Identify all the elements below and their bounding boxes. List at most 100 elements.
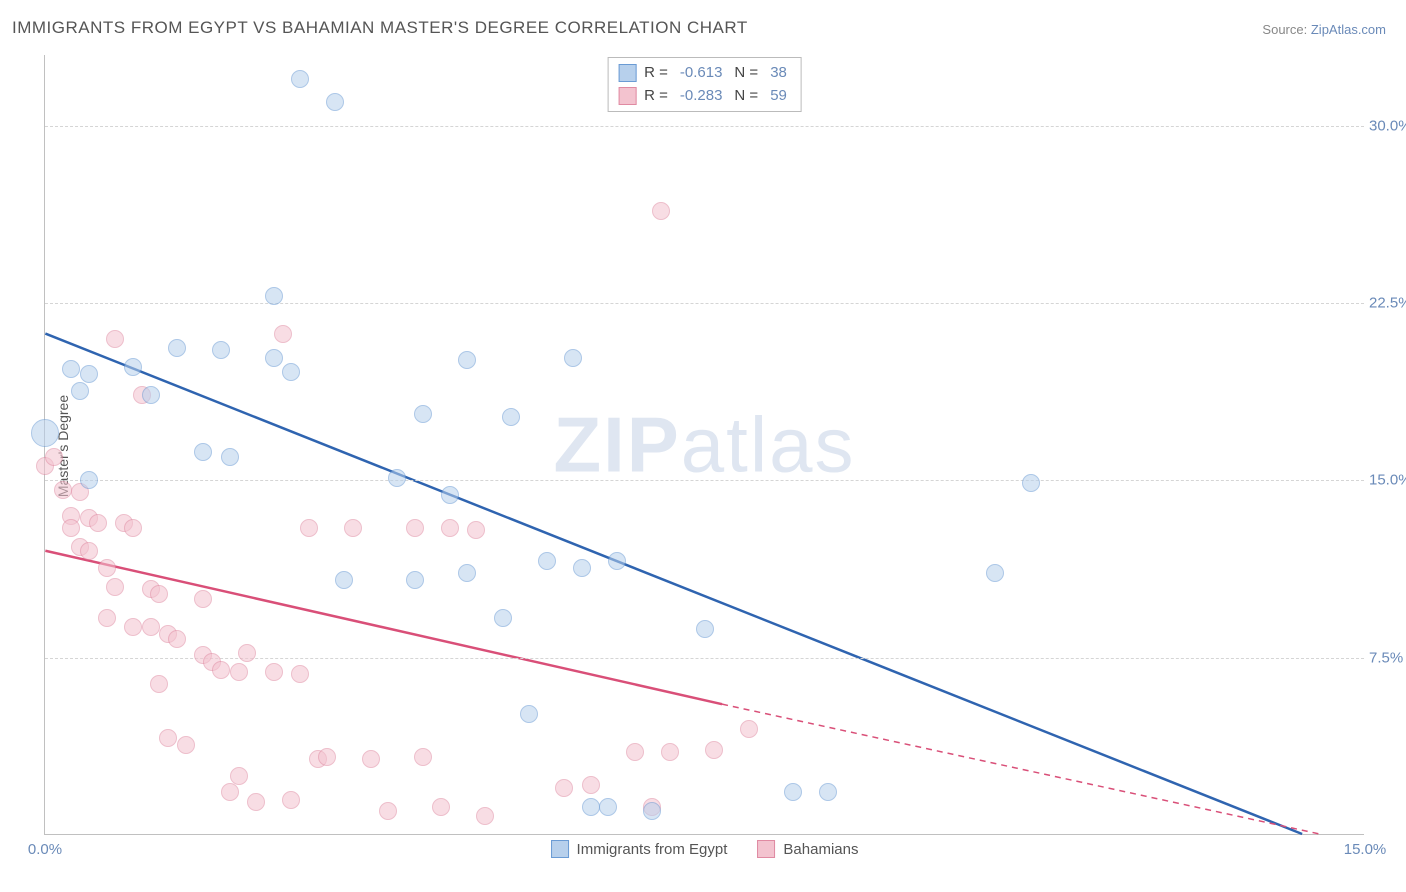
n-value-egypt: 38 bbox=[770, 62, 787, 85]
scatter-point-bahamians bbox=[740, 720, 758, 738]
scatter-point-bahamians bbox=[106, 578, 124, 596]
scatter-point-bahamians bbox=[441, 519, 459, 537]
series-legend: Immigrants from Egypt Bahamians bbox=[551, 840, 859, 858]
r-label: R = bbox=[644, 85, 668, 108]
scatter-point-bahamians bbox=[291, 665, 309, 683]
scatter-point-egypt bbox=[582, 798, 600, 816]
legend-swatch-egypt bbox=[551, 840, 569, 858]
scatter-point-bahamians bbox=[467, 521, 485, 539]
scatter-point-egypt bbox=[142, 386, 160, 404]
scatter-point-bahamians bbox=[274, 325, 292, 343]
scatter-point-egypt bbox=[414, 405, 432, 423]
scatter-point-bahamians bbox=[247, 793, 265, 811]
scatter-point-bahamians bbox=[230, 767, 248, 785]
scatter-point-bahamians bbox=[194, 590, 212, 608]
scatter-point-egypt bbox=[538, 552, 556, 570]
y-tick-label: 15.0% bbox=[1369, 472, 1406, 489]
scatter-point-egypt bbox=[564, 349, 582, 367]
scatter-point-bahamians bbox=[177, 736, 195, 754]
source-link[interactable]: ZipAtlas.com bbox=[1311, 22, 1386, 37]
scatter-point-egypt bbox=[458, 564, 476, 582]
scatter-point-bahamians bbox=[476, 807, 494, 825]
scatter-point-bahamians bbox=[582, 776, 600, 794]
legend-item-bahamians: Bahamians bbox=[757, 840, 858, 858]
scatter-point-bahamians bbox=[282, 791, 300, 809]
scatter-point-egypt bbox=[573, 559, 591, 577]
n-label: N = bbox=[734, 85, 758, 108]
scatter-point-bahamians bbox=[159, 729, 177, 747]
legend-swatch-bahamians bbox=[757, 840, 775, 858]
source-attribution: Source: ZipAtlas.com bbox=[1262, 22, 1386, 37]
legend-swatch-egypt bbox=[618, 64, 636, 82]
y-tick-label: 30.0% bbox=[1369, 117, 1406, 134]
scatter-point-egypt bbox=[494, 609, 512, 627]
legend-swatch-bahamians bbox=[618, 87, 636, 105]
scatter-point-bahamians bbox=[705, 741, 723, 759]
scatter-point-egypt bbox=[599, 798, 617, 816]
scatter-point-egypt bbox=[80, 471, 98, 489]
scatter-point-egypt bbox=[819, 783, 837, 801]
scatter-point-bahamians bbox=[661, 743, 679, 761]
scatter-point-egypt bbox=[124, 358, 142, 376]
scatter-point-bahamians bbox=[230, 663, 248, 681]
r-label: R = bbox=[644, 62, 668, 85]
scatter-point-bahamians bbox=[265, 663, 283, 681]
scatter-point-bahamians bbox=[80, 542, 98, 560]
r-value-bahamians: -0.283 bbox=[680, 85, 723, 108]
scatter-point-bahamians bbox=[150, 675, 168, 693]
scatter-point-bahamians bbox=[54, 481, 72, 499]
scatter-point-egypt bbox=[194, 443, 212, 461]
scatter-point-egypt bbox=[71, 382, 89, 400]
scatter-point-bahamians bbox=[652, 202, 670, 220]
scatter-point-egypt bbox=[502, 408, 520, 426]
scatter-point-egypt bbox=[784, 783, 802, 801]
scatter-point-bahamians bbox=[124, 618, 142, 636]
scatter-point-bahamians bbox=[62, 519, 80, 537]
y-tick-label: 22.5% bbox=[1369, 295, 1406, 312]
gridline bbox=[45, 480, 1364, 481]
scatter-point-bahamians bbox=[106, 330, 124, 348]
scatter-point-bahamians bbox=[124, 519, 142, 537]
scatter-point-egypt bbox=[388, 469, 406, 487]
scatter-point-bahamians bbox=[98, 559, 116, 577]
scatter-point-bahamians bbox=[432, 798, 450, 816]
legend-row-bahamians: R = -0.283 N = 59 bbox=[618, 85, 791, 108]
scatter-point-bahamians bbox=[300, 519, 318, 537]
scatter-point-bahamians bbox=[150, 585, 168, 603]
plot-area: ZIPatlas R = -0.613 N = 38 R = -0.283 N … bbox=[44, 55, 1364, 835]
trend-lines-svg bbox=[45, 55, 1364, 834]
scatter-point-bahamians bbox=[414, 748, 432, 766]
scatter-point-egypt bbox=[168, 339, 186, 357]
legend-item-egypt: Immigrants from Egypt bbox=[551, 840, 728, 858]
watermark: ZIPatlas bbox=[553, 399, 855, 490]
scatter-point-bahamians bbox=[379, 802, 397, 820]
scatter-point-egypt bbox=[458, 351, 476, 369]
scatter-point-egypt bbox=[441, 486, 459, 504]
trend-line-extrapolated-bahamians bbox=[722, 704, 1320, 834]
n-value-bahamians: 59 bbox=[770, 85, 787, 108]
scatter-point-bahamians bbox=[212, 661, 230, 679]
r-value-egypt: -0.613 bbox=[680, 62, 723, 85]
n-label: N = bbox=[734, 62, 758, 85]
scatter-point-bahamians bbox=[318, 748, 336, 766]
scatter-point-bahamians bbox=[238, 644, 256, 662]
scatter-point-egypt bbox=[265, 349, 283, 367]
chart-container: IMMIGRANTS FROM EGYPT VS BAHAMIAN MASTER… bbox=[0, 0, 1406, 892]
scatter-point-bahamians bbox=[221, 783, 239, 801]
scatter-point-egypt bbox=[608, 552, 626, 570]
scatter-point-egypt bbox=[62, 360, 80, 378]
scatter-point-bahamians bbox=[168, 630, 186, 648]
gridline bbox=[45, 126, 1364, 127]
chart-title: IMMIGRANTS FROM EGYPT VS BAHAMIAN MASTER… bbox=[12, 18, 748, 38]
x-tick-label: 0.0% bbox=[28, 841, 62, 858]
scatter-point-egypt bbox=[696, 620, 714, 638]
scatter-point-egypt bbox=[520, 705, 538, 723]
scatter-point-egypt bbox=[1022, 474, 1040, 492]
scatter-point-egypt bbox=[221, 448, 239, 466]
scatter-point-egypt bbox=[986, 564, 1004, 582]
scatter-point-egypt bbox=[643, 802, 661, 820]
scatter-point-egypt bbox=[31, 419, 59, 447]
legend-row-egypt: R = -0.613 N = 38 bbox=[618, 62, 791, 85]
legend-label-egypt: Immigrants from Egypt bbox=[577, 841, 728, 858]
source-label: Source: bbox=[1262, 22, 1307, 37]
